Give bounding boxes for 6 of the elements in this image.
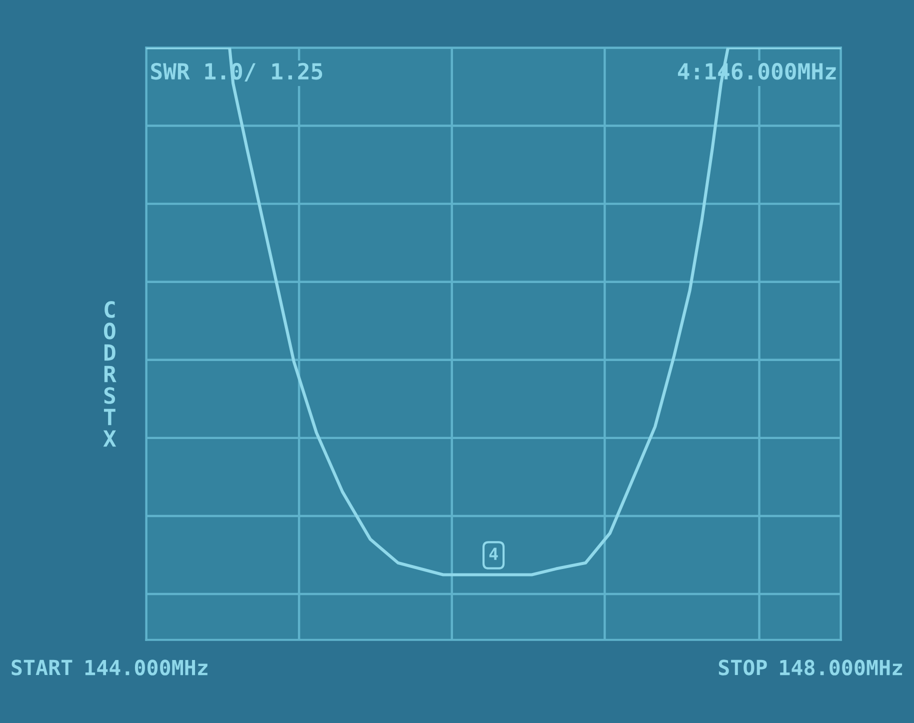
x-tick-label: 144.000MHz	[85, 660, 208, 676]
text: START	[12, 660, 72, 676]
y-axis-title: CODRSTX	[103, 301, 116, 447]
annotation: 4	[489, 548, 498, 560]
x-tick-label: 148.000MHz	[780, 660, 902, 676]
text: STOP	[718, 660, 767, 676]
